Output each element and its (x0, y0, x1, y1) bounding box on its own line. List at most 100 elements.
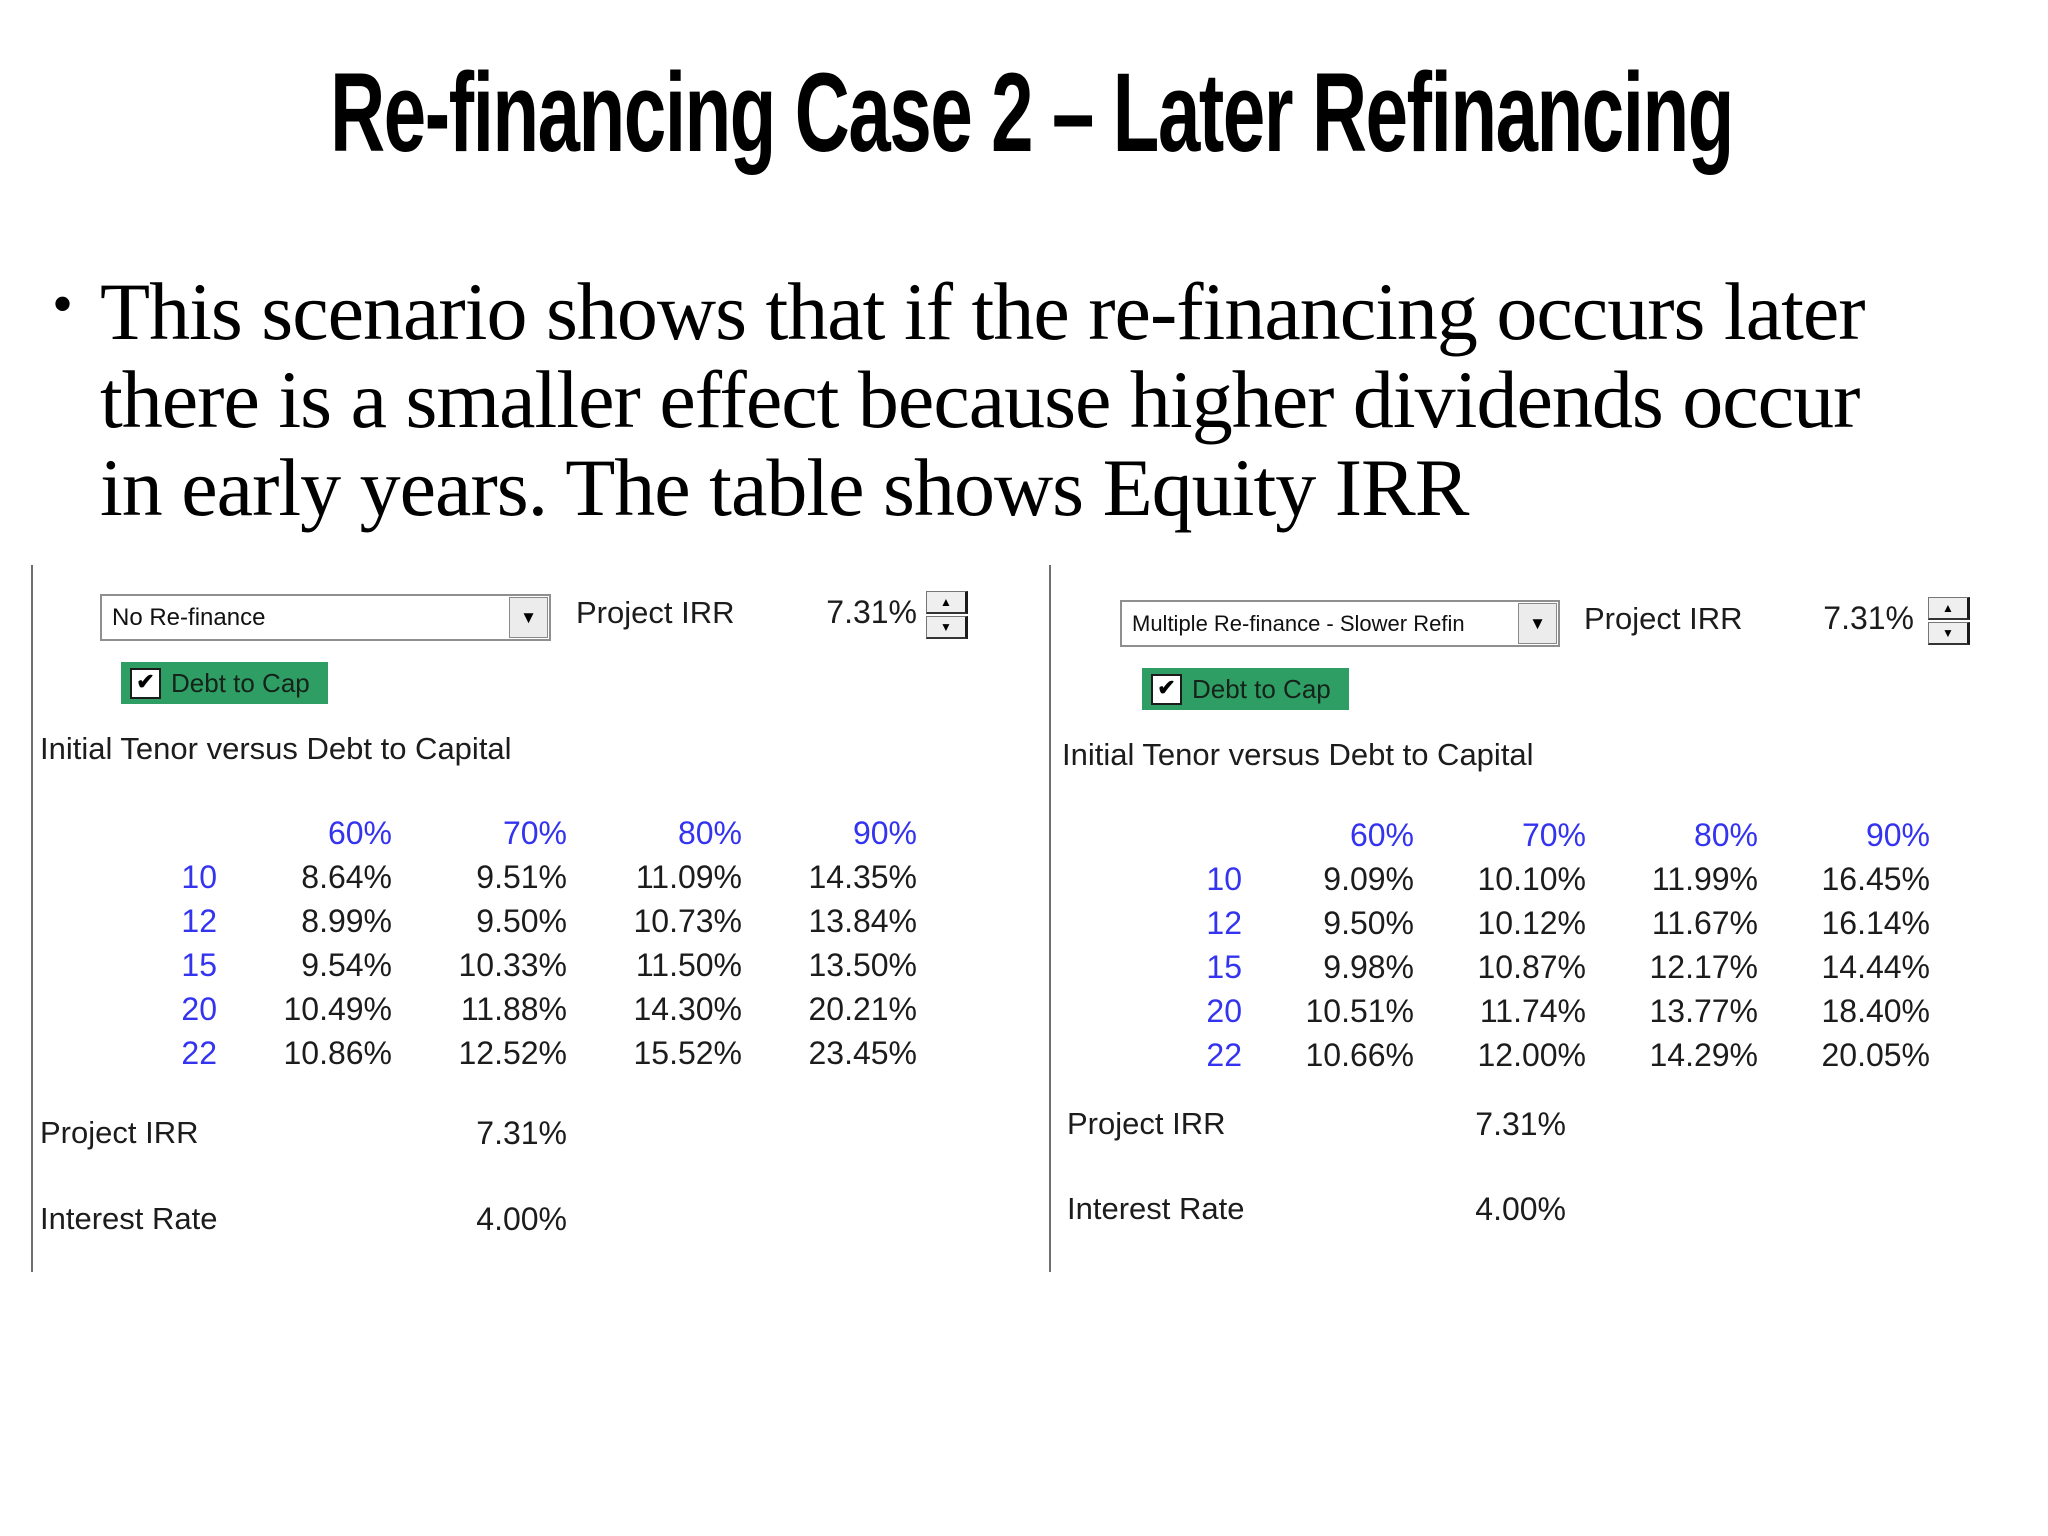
matrix-cell: 11.99% (1651, 861, 1758, 897)
matrix-cell: 14.35% (808, 859, 917, 895)
matrix-row: 10 8.64% 9.51% 11.09% 14.35% (33, 855, 917, 899)
matrix-cell: 11.88% (460, 991, 567, 1027)
page-title: Re-financing Case 2 – Later Refinancing (330, 50, 1734, 175)
matrix-cell: 9.54% (301, 947, 392, 983)
scenario-dropdown[interactable]: Multiple Re-finance - Slower Refin ▼ (1120, 600, 1560, 647)
footer-project-irr-label: Project IRR (1067, 1106, 1226, 1141)
matrix-row: 20 10.49% 11.88% 14.30% 20.21% (33, 987, 917, 1031)
scenario-dropdown-value: No Re-finance (112, 603, 266, 631)
matrix-header-row: 60% 70% 80% 90% (33, 811, 917, 855)
matrix-cell: 8.64% (301, 859, 392, 895)
matrix-cell: 11.09% (635, 859, 742, 895)
matrix-cell: 10.10% (1477, 861, 1586, 897)
bullet-paragraph: • This scenario shows that if the re-fin… (52, 266, 1866, 533)
matrix-cell: 10.49% (283, 991, 392, 1027)
footer-interest-rate-row: Interest Rate 4.00% (33, 1201, 1051, 1243)
matrix-cell: 10.33% (458, 947, 567, 983)
matrix-cell: 12.17% (1649, 949, 1758, 985)
matrix-row: 15 9.54% 10.33% 11.50% 13.50% (33, 943, 917, 987)
matrix-cell: 14.30% (633, 991, 742, 1027)
matrix-cell: 13.77% (1649, 993, 1758, 1029)
matrix-header-row: 60% 70% 80% 90% (1051, 813, 1930, 857)
spinner-down-button[interactable]: ▼ (926, 616, 968, 639)
checkbox-label: Debt to Cap (1192, 673, 1331, 704)
project-irr-value: 7.31% (1823, 600, 1914, 636)
matrix-col-header: 90% (852, 815, 917, 851)
footer-project-irr-value: 7.31% (476, 1115, 567, 1151)
bullet-line: in early years. The table shows Equity I… (100, 442, 1469, 533)
slide-title-container: Re-financing Case 2 – Later Refinancing (0, 50, 2048, 175)
footer-interest-rate-value: 4.00% (1475, 1191, 1566, 1227)
matrix-cell: 9.09% (1323, 861, 1414, 897)
bullet-line: This scenario shows that if the re-finan… (100, 266, 1866, 357)
matrix-cell: 10.73% (633, 903, 742, 939)
matrix-cell: 14.44% (1821, 949, 1930, 985)
project-irr-label: Project IRR (1584, 601, 1743, 636)
matrix-row-header: 15 (181, 947, 217, 983)
sensitivity-table: 60% 70% 80% 90% 10 8.64% 9.51% 11.09% 14.35% 12 8.… (33, 811, 917, 1075)
scenario-dropdown-value: Multiple Re-finance - Slower Refin (1132, 610, 1465, 636)
checkbox-label: Debt to Cap (171, 667, 310, 698)
chevron-down-icon: ▼ (520, 608, 537, 627)
matrix-cell: 9.98% (1323, 949, 1414, 985)
project-irr-spinner[interactable]: ▲ ▼ (926, 591, 968, 639)
footer-interest-rate-label: Interest Rate (40, 1201, 218, 1236)
matrix-cell: 18.40% (1821, 993, 1930, 1029)
debt-to-cap-checkbox[interactable]: ✔ Debt to Cap (121, 662, 328, 704)
matrix-row: 20 10.51% 11.74% 13.77% 18.40% (1051, 989, 1930, 1033)
matrix-row-header: 22 (181, 1035, 217, 1071)
matrix-col-header: 80% (1693, 817, 1758, 853)
footer-project-irr-value: 7.31% (1475, 1106, 1566, 1142)
footer-interest-rate-row: Interest Rate 4.00% (1051, 1191, 2019, 1233)
bullet-line: there is a smaller effect because higher… (100, 354, 1860, 445)
debt-to-cap-checkbox[interactable]: ✔ Debt to Cap (1142, 668, 1349, 710)
sensitivity-table: 60% 70% 80% 90% 10 9.09% 10.10% 11.99% 16.45% 12 9… (1051, 813, 1930, 1077)
chevron-down-icon: ▼ (1529, 614, 1546, 633)
matrix-row: 22 10.86% 12.52% 15.52% 23.45% (33, 1031, 917, 1075)
matrix-cell: 10.66% (1305, 1037, 1414, 1073)
spinner-up-button[interactable]: ▲ (1928, 597, 1970, 620)
matrix-row-header: 20 (1206, 993, 1242, 1029)
matrix-cell: 16.14% (1821, 905, 1930, 941)
matrix-row-header: 10 (181, 859, 217, 895)
footer-interest-rate-value: 4.00% (476, 1201, 567, 1237)
matrix-cell: 11.74% (1479, 993, 1586, 1029)
dropdown-arrow-button[interactable]: ▼ (1518, 603, 1557, 644)
matrix-col-header: 70% (1521, 817, 1586, 853)
matrix-row: 22 10.66% 12.00% 14.29% 20.05% (1051, 1033, 1930, 1077)
footer-project-irr-label: Project IRR (40, 1115, 199, 1150)
matrix-row-header: 15 (1206, 949, 1242, 985)
matrix-row-header: 10 (1206, 861, 1242, 897)
matrix-row: 15 9.98% 10.87% 12.17% 14.44% (1051, 945, 1930, 989)
matrix-cell: 8.99% (301, 903, 392, 939)
footer-interest-rate-label: Interest Rate (1067, 1191, 1245, 1226)
matrix-col-header: 80% (677, 815, 742, 851)
matrix-col-header: 60% (1349, 817, 1414, 853)
matrix-cell: 20.05% (1821, 1037, 1930, 1073)
scenario-dropdown[interactable]: No Re-finance ▼ (100, 594, 551, 641)
check-icon: ✔ (136, 669, 155, 694)
panel-no-refinance: No Re-finance ▼ Project IRR 7.31% ▲ ▼ ✔ … (31, 565, 1051, 1272)
matrix-cell: 16.45% (1821, 861, 1930, 897)
matrix-col-header: 60% (327, 815, 392, 851)
project-irr-spinner[interactable]: ▲ ▼ (1928, 597, 1970, 645)
project-irr-label: Project IRR (576, 595, 735, 630)
dropdown-arrow-button[interactable]: ▼ (509, 597, 548, 638)
matrix-cell: 12.52% (458, 1035, 567, 1071)
matrix-row: 10 9.09% 10.10% 11.99% 16.45% (1051, 857, 1930, 901)
checkbox-box[interactable]: ✔ (130, 667, 161, 699)
matrix-row: 12 8.99% 9.50% 10.73% 13.84% (33, 899, 917, 943)
matrix-row-header: 20 (181, 991, 217, 1027)
matrix-cell: 9.50% (1323, 905, 1414, 941)
matrix-cell: 12.00% (1477, 1037, 1586, 1073)
checkbox-box[interactable]: ✔ (1151, 673, 1182, 705)
bullet-icon: • (52, 271, 74, 337)
spinner-down-button[interactable]: ▼ (1928, 622, 1970, 645)
matrix-row-header: 22 (1206, 1037, 1242, 1073)
spinner-up-button[interactable]: ▲ (926, 591, 968, 614)
project-irr-value: 7.31% (826, 594, 917, 630)
matrix-corner-cell (33, 811, 217, 855)
matrix-row-header: 12 (1206, 905, 1242, 941)
matrix-col-header: 90% (1865, 817, 1930, 853)
